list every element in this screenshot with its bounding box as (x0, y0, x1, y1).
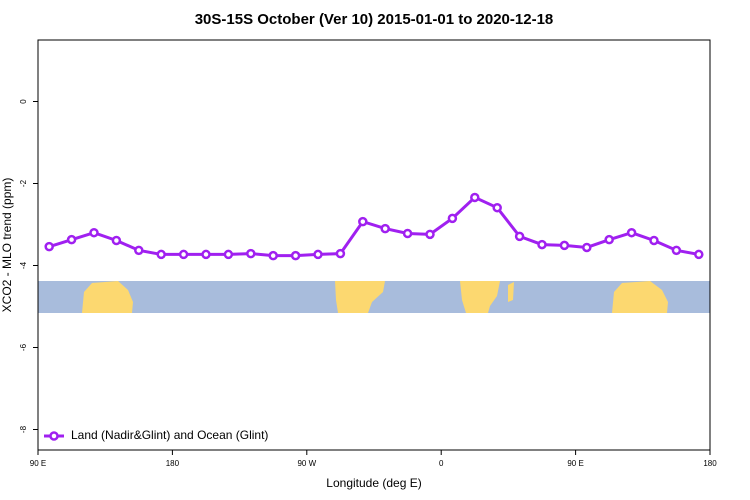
x-tick-label: 180 (166, 459, 180, 468)
series-line (48, 195, 700, 258)
data-point (66, 234, 77, 245)
x-tick-label: 90 W (297, 459, 316, 468)
data-point (604, 234, 614, 245)
data-point (537, 239, 547, 250)
data-point (380, 223, 390, 234)
data-point (44, 241, 54, 252)
land (460, 281, 500, 313)
y-tick-label: -2 (19, 179, 28, 187)
chart-title: 30S-15S October (Ver 10) 2015-01-01 to 2… (195, 11, 554, 28)
x-tick-label: 180 (703, 459, 717, 468)
land (335, 281, 385, 313)
data-point (559, 240, 570, 251)
data-point (671, 245, 682, 256)
data-point (335, 248, 346, 259)
x-tick-label: 90 E (567, 459, 583, 468)
x-tick-label: 90 E (30, 459, 46, 468)
data-point (223, 249, 234, 260)
data-point (313, 249, 323, 260)
y-tick-label: 0 (19, 99, 28, 104)
data-point (134, 245, 144, 256)
y-tick-label: -4 (19, 261, 28, 269)
data-point (470, 192, 480, 203)
data-point (402, 228, 413, 239)
x-tick-label: 0 (439, 459, 444, 468)
data-point (492, 202, 502, 213)
data-point (268, 250, 278, 261)
data-point (514, 231, 525, 242)
data-point (111, 235, 122, 246)
data-point (246, 248, 256, 259)
data-point (425, 229, 435, 240)
map-strip (38, 281, 710, 313)
land (508, 282, 514, 302)
legend-label: Land (Nadir&Glint) and Ocean (Glint) (71, 428, 268, 442)
data-point (649, 235, 659, 246)
data-point (156, 249, 166, 260)
legend-marker (49, 431, 59, 441)
y-axis-label: XCO2 - MLO trend (ppm) (0, 178, 14, 313)
x-axis-label: Longitude (deg E) (326, 476, 421, 490)
land (612, 281, 668, 313)
data-point (290, 250, 301, 261)
data-point (447, 213, 458, 224)
plot-frame (37, 39, 711, 451)
data-point (201, 249, 211, 260)
data-point (89, 227, 99, 238)
data-point (626, 227, 637, 238)
data-point (694, 249, 704, 260)
land (82, 281, 133, 313)
data-point (178, 249, 189, 260)
y-tick-label: -6 (19, 343, 28, 351)
data-point (358, 216, 368, 227)
data-point (582, 242, 592, 253)
y-tick-label: -8 (19, 425, 28, 433)
